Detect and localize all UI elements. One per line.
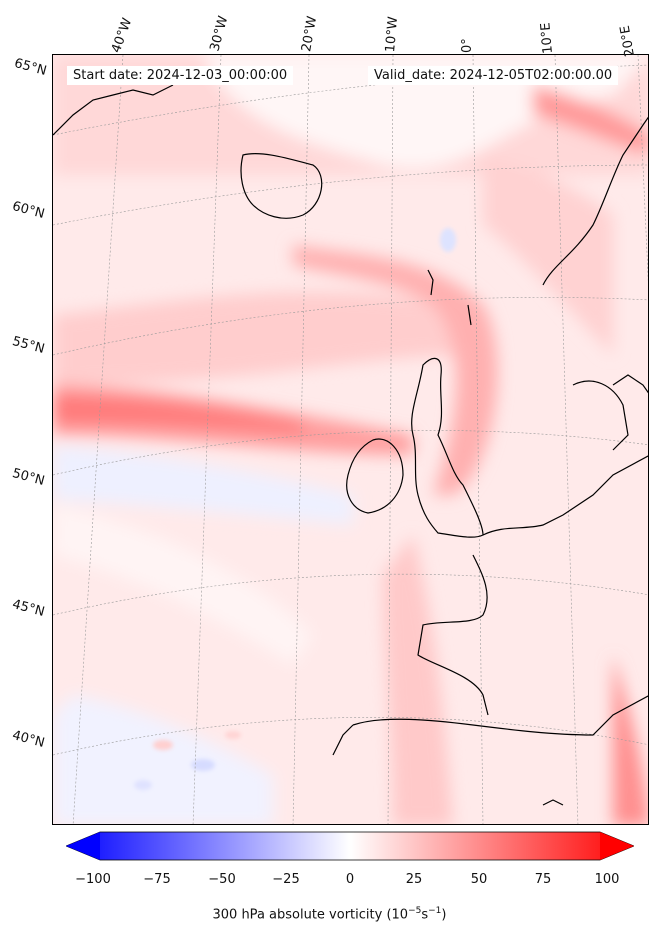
colorbar-tick: 75 xyxy=(534,872,552,887)
lat-label-40n: 40°N xyxy=(10,728,47,751)
lat-label-65n: 65°N xyxy=(12,56,49,79)
lon-label-10e: 10°E xyxy=(538,21,556,55)
iceland-coast xyxy=(240,153,323,219)
sweden-coast xyxy=(612,374,648,394)
lon-label-40w: 40°W xyxy=(108,16,136,55)
lat-label-55n: 55°N xyxy=(10,334,47,357)
lat-label-45n: 45°N xyxy=(10,597,47,620)
colorbar-tick: −75 xyxy=(143,872,171,887)
ireland-coast xyxy=(346,438,404,514)
colorbar-tick: 100 xyxy=(594,872,620,887)
colorbar-title: 300 hPa absolute vorticity (10−5s−1) xyxy=(212,906,447,923)
lon-label-20w: 20°W xyxy=(299,15,321,54)
small-scale-features xyxy=(134,228,456,790)
denmark-coast xyxy=(572,380,629,451)
lon-label-30w: 30°W xyxy=(207,14,232,53)
colorbar-max-extend xyxy=(600,832,634,860)
colorbar-tick: −100 xyxy=(75,872,111,887)
france-coast xyxy=(417,554,489,716)
colorbar-gradient xyxy=(66,831,634,861)
colorbar-tick: 25 xyxy=(405,872,423,887)
valid-date-label: Valid_date: 2024-12-05T02:00:00.00 xyxy=(368,66,619,85)
colorbar-min-extend xyxy=(66,832,100,860)
great-britain-coast xyxy=(411,357,484,538)
vorticity-field-map xyxy=(53,55,648,824)
lon-label-10w: 10°W xyxy=(383,15,402,53)
lon-label-0: 0° xyxy=(460,38,475,53)
mainland-europe-north xyxy=(482,455,648,536)
iberia-north-coast xyxy=(352,695,648,736)
colorbar-tick: −50 xyxy=(208,872,236,887)
norway-coast xyxy=(542,116,648,286)
start-date-label: Start date: 2024-12-03_00:00:00 xyxy=(67,66,294,85)
colorbar xyxy=(66,831,634,861)
graticule xyxy=(53,55,648,824)
lat-label-50n: 50°N xyxy=(10,466,47,489)
colorbar-tick: −25 xyxy=(272,872,300,887)
coastlines xyxy=(53,84,648,806)
colorbar-tick: 0 xyxy=(345,872,355,887)
lon-label-20e: 20°E xyxy=(617,24,638,58)
map-panel xyxy=(52,54,649,825)
lat-label-60n: 60°N xyxy=(10,199,47,222)
colorbar-tick: 50 xyxy=(470,872,488,887)
